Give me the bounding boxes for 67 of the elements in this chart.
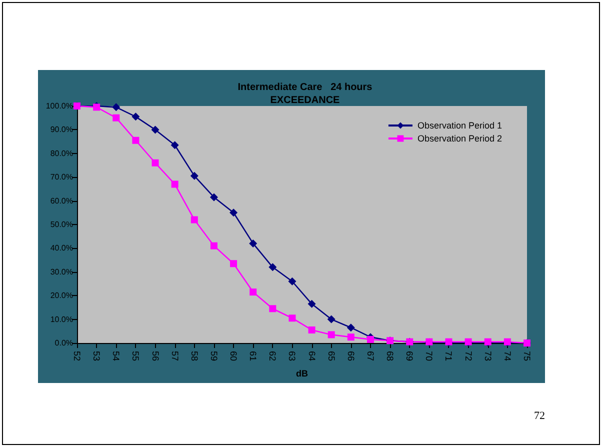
point (230, 208, 238, 217)
x-tick-label: 74 (502, 351, 512, 362)
x-tick-label: 62 (268, 351, 278, 362)
chart-title: Intermediate Care 24 hours EXCEEDANCE (238, 82, 373, 106)
point (230, 260, 238, 268)
x-tick-label: 53 (92, 351, 102, 362)
y-tick-label: 30.0% (50, 267, 73, 276)
legend-label: Observation Period 1 (417, 120, 502, 130)
x-tick-label: 56 (150, 351, 160, 362)
point (249, 239, 258, 248)
x-tick-label: 73 (482, 351, 493, 362)
x-tick-label: 68 (385, 351, 396, 362)
point (328, 331, 335, 338)
point (366, 336, 374, 343)
y-tick-label: 60.0% (50, 196, 73, 206)
y-tick-label: 20.0% (50, 291, 73, 300)
x-tick-label: 70 (424, 351, 434, 362)
point (269, 305, 276, 312)
x-tick-label: 52 (72, 351, 82, 362)
x-tick-label: 67 (365, 351, 376, 362)
y-tick-label: 0.0% (54, 338, 73, 348)
point (308, 326, 316, 334)
point (288, 314, 296, 322)
point (171, 180, 178, 188)
y-tick-label: 80.0% (50, 148, 73, 158)
y-tick-label: 10.0% (50, 314, 73, 324)
point (190, 216, 198, 224)
point (112, 114, 120, 122)
x-tick-label: 54 (111, 351, 122, 362)
x-tick-label: 72 (463, 351, 474, 362)
point (250, 288, 257, 296)
point (132, 136, 140, 144)
text: 72 (533, 410, 545, 422)
point (132, 112, 140, 121)
x-tick-label: 59 (208, 351, 219, 362)
x-tick-label: 75 (522, 351, 532, 362)
y-tick-label: 90.0% (50, 125, 73, 134)
point (152, 159, 159, 166)
point (268, 263, 277, 272)
x-tick-label: 63 (287, 351, 298, 362)
point (210, 193, 218, 202)
point (190, 172, 198, 180)
point (170, 141, 179, 150)
x-tick-label: 57 (170, 351, 180, 362)
x-tick-label: 66 (346, 351, 356, 362)
x-tick-label: 64 (306, 351, 317, 362)
point (308, 300, 316, 308)
x-tick-label: 60 (228, 351, 239, 362)
point (327, 315, 336, 324)
point (288, 277, 296, 286)
point (347, 334, 354, 341)
x-tick-label: 61 (248, 351, 258, 362)
point (210, 242, 218, 250)
x-tick-label: 71 (444, 351, 454, 362)
point (112, 103, 120, 112)
y-tick-label: 40.0% (50, 244, 73, 253)
y-tick-label: 50.0% (50, 220, 73, 229)
x-tick-label: 69 (404, 351, 415, 362)
point (346, 324, 355, 332)
x-tick-label: 55 (130, 351, 141, 362)
x-tick-label: 65 (326, 351, 336, 362)
y-tick-label: 70.0% (50, 172, 73, 182)
x-tick-label: 58 (189, 351, 200, 362)
x-axis-title: dB (296, 368, 308, 378)
y-tick-label: 100.0% (46, 102, 73, 110)
legend-label: Observation Period 2 (417, 134, 502, 144)
point (151, 126, 160, 134)
